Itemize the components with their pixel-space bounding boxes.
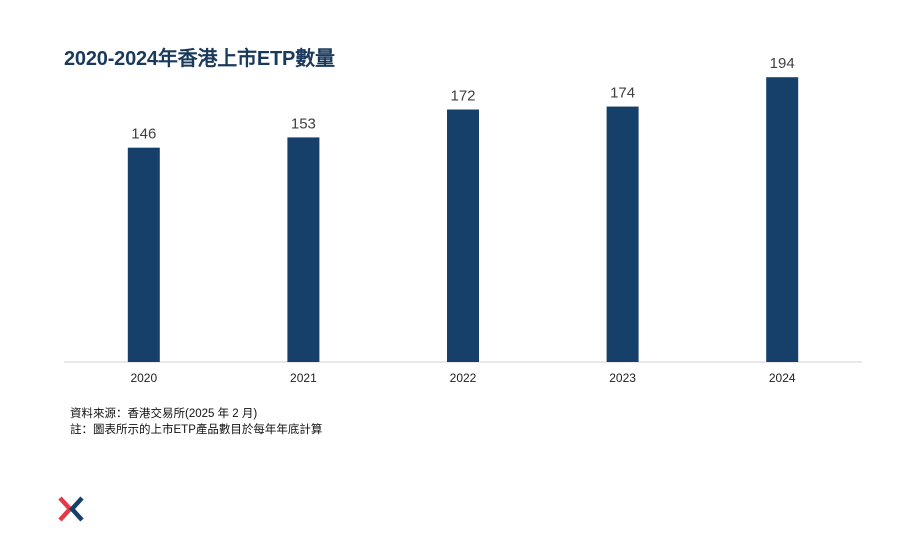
bar-2024 bbox=[766, 77, 799, 362]
data-label-2021: 153 bbox=[291, 115, 316, 132]
data-label-2020: 146 bbox=[131, 126, 156, 143]
bar-2021 bbox=[287, 137, 320, 362]
footnotes: 資料來源：香港交易所(2025 年 2 月) 註：圖表所示的上市ETP產品數目於… bbox=[70, 406, 322, 438]
x-tick-2023: 2023 bbox=[609, 371, 636, 385]
data-label-2023: 174 bbox=[610, 85, 635, 102]
bar-group: 146 2020 153 2021 172 2022 174 2023 194 2024 bbox=[127, 55, 799, 385]
data-label-2024: 194 bbox=[770, 55, 795, 72]
chart-title: 2020-2024年香港上市ETP數量 bbox=[64, 48, 335, 70]
bar-2020 bbox=[127, 147, 160, 362]
x-tick-2020: 2020 bbox=[130, 371, 157, 385]
bar-2023 bbox=[606, 106, 639, 363]
calculation-note: 註：圖表所示的上市ETP產品數目於每年年底計算 bbox=[70, 424, 323, 436]
x-tick-2024: 2024 bbox=[769, 371, 796, 385]
source-note: 資料來源：香港交易所(2025 年 2 月) bbox=[70, 408, 258, 420]
data-label-2022: 172 bbox=[450, 88, 475, 105]
bar-chart: 146 2020 153 2021 172 2022 174 2023 194 2024 bbox=[64, 55, 862, 385]
hkex-logo-icon bbox=[58, 496, 84, 522]
x-tick-2022: 2022 bbox=[450, 371, 477, 385]
bar-2022 bbox=[447, 109, 479, 362]
x-tick-2021: 2021 bbox=[290, 371, 317, 385]
